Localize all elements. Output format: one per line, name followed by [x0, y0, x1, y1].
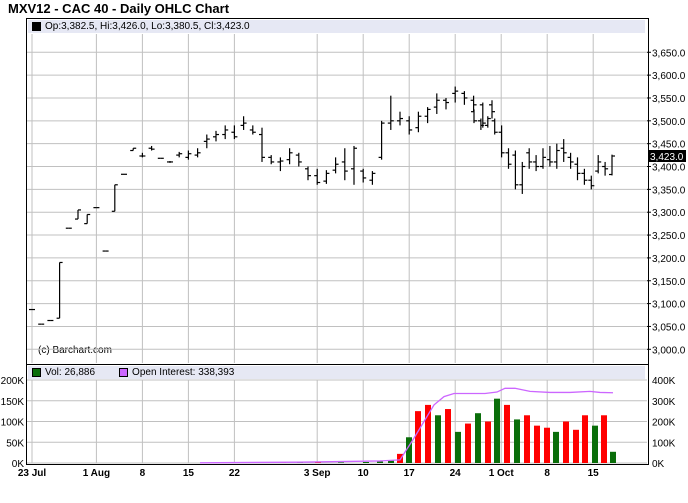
oi-y-tick-label: 300K	[652, 397, 676, 408]
y-tick-label: 3,500.0	[652, 117, 686, 128]
y-tick-label: 3,650.0	[652, 48, 686, 59]
volume-bar	[363, 461, 369, 463]
volume-y-tick-label: 0K	[12, 459, 25, 470]
x-tick-label: 10	[358, 468, 370, 479]
volume-bar	[388, 460, 394, 463]
y-tick-label: 3,100.0	[652, 300, 686, 311]
open-interest-line	[199, 387, 614, 464]
volume-bar	[563, 421, 569, 463]
y-tick-label: 3,250.0	[652, 231, 686, 242]
x-tick-label: 3 Sep	[304, 468, 331, 479]
volume-bar	[504, 404, 510, 463]
volume-y-tick-label: 50K	[6, 438, 24, 449]
volume-bar	[592, 425, 598, 463]
y-tick-label: 3,000.0	[652, 345, 686, 356]
volume-bar	[315, 462, 321, 463]
y-tick-label: 3,600.0	[652, 71, 686, 82]
volume-bar	[338, 462, 344, 463]
copyright-text: (c) Barchart.com	[38, 345, 112, 356]
oi-y-tick-label: 200K	[652, 418, 676, 429]
x-tick-label: 1 Aug	[83, 468, 110, 479]
volume-bar	[610, 451, 616, 463]
volume-y-tick-label: 100K	[1, 418, 25, 429]
vol-legend-text: Vol: 26,886	[45, 367, 96, 378]
volume-bar	[425, 404, 431, 463]
vol-legend-swatch	[32, 368, 41, 377]
volume-bar	[601, 415, 607, 463]
x-tick-label: 15	[588, 468, 600, 479]
x-tick-label: 17	[404, 468, 416, 479]
volume-bar	[475, 413, 481, 463]
volume-y-tick-label: 150K	[1, 397, 25, 408]
last-price-label: 3,423.0	[650, 152, 684, 163]
volume-bar	[465, 423, 471, 463]
volume-bar	[582, 415, 588, 463]
volume-bar	[514, 419, 520, 463]
volume-bar	[485, 421, 491, 463]
price-panel[interactable]	[26, 18, 649, 365]
volume-bar	[524, 415, 530, 463]
x-tick-label: 15	[183, 468, 195, 479]
x-tick-label: 8	[544, 468, 550, 479]
y-tick-label: 3,400.0	[652, 163, 686, 174]
oi-y-tick-label: 100K	[652, 438, 676, 449]
oi-y-tick-label: 0K	[652, 459, 665, 470]
y-tick-label: 3,300.0	[652, 208, 686, 219]
price-legend: Op:3,382.5, Hi:3,426.0, Lo:3,380.5, Cl:3…	[28, 20, 645, 33]
y-tick-label: 3,050.0	[652, 322, 686, 333]
y-tick-label: 3,350.0	[652, 185, 686, 196]
x-tick-label: 23 Jul	[18, 468, 47, 479]
volume-bar	[455, 431, 461, 463]
y-tick-label: 3,200.0	[652, 254, 686, 265]
x-tick-label: 22	[229, 468, 241, 479]
oi-legend-swatch	[119, 368, 129, 377]
volume-y-tick-label: 200K	[1, 376, 25, 387]
y-tick-label: 3,550.0	[652, 94, 686, 105]
volume-bar	[553, 431, 559, 463]
price-legend-swatch	[32, 22, 41, 31]
x-tick-label: 8	[140, 468, 146, 479]
x-tick-label: 24	[450, 468, 462, 479]
volume-bar	[435, 415, 441, 463]
chart-title: MXV12 - CAC 40 - Daily OHLC Chart	[8, 1, 230, 16]
volume-legend: Vol: 26,886 Open Interest: 338,393	[28, 366, 645, 379]
volume-bar	[573, 429, 579, 463]
price-legend-text: Op:3,382.5, Hi:3,426.0, Lo:3,380.5, Cl:3…	[45, 21, 250, 32]
volume-bar	[534, 425, 540, 463]
volume-bar	[377, 461, 383, 463]
volume-bar	[445, 409, 451, 463]
volume-bar	[415, 411, 421, 463]
volume-bar	[397, 453, 403, 463]
volume-bar	[494, 398, 500, 463]
volume-bar	[406, 437, 412, 463]
x-tick-label: 1 Oct	[489, 468, 515, 479]
y-tick-label: 3,450.0	[652, 140, 686, 151]
y-tick-label: 3,150.0	[652, 277, 686, 288]
last-price-box	[648, 150, 686, 163]
volume-bar	[544, 427, 550, 463]
oi-y-tick-label: 400K	[652, 376, 676, 387]
oi-legend-text: Open Interest: 338,393	[132, 367, 235, 378]
